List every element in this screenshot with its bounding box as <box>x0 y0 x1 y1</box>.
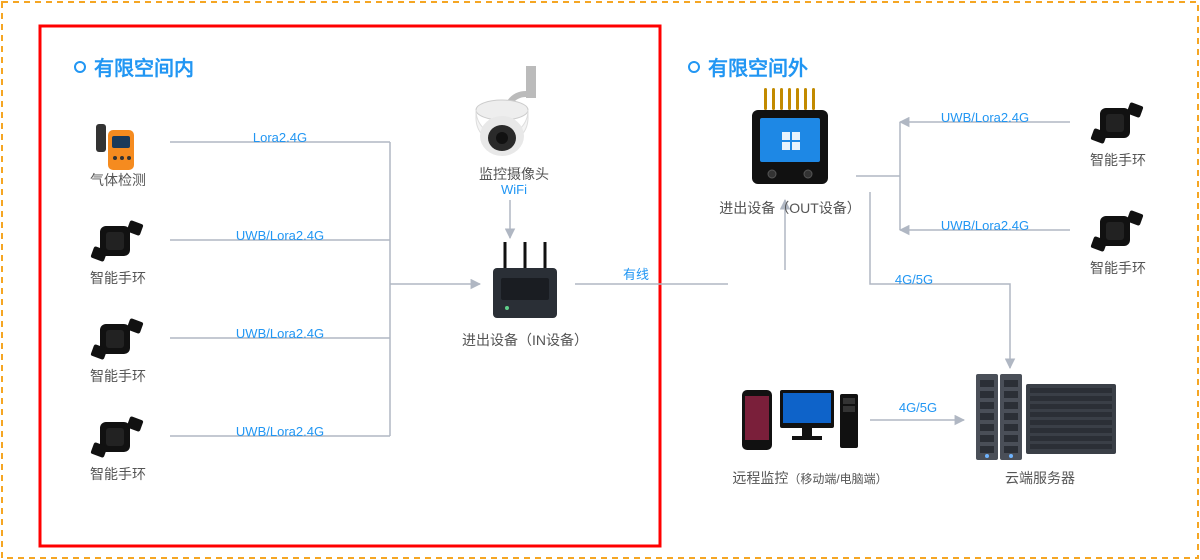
smartband-icon <box>90 414 146 462</box>
camera-icon <box>470 66 560 162</box>
device-label: 智能手环 <box>18 366 218 386</box>
device-label: 进出设备（IN设备） <box>425 330 625 350</box>
out-device-icon <box>740 88 840 192</box>
section-title-text: 有限空间外 <box>708 52 808 81</box>
in-device-icon <box>485 242 565 326</box>
device-label: 进出设备（OUT设备） <box>690 198 890 218</box>
device-label: 远程监控（移动端/电脑端） <box>710 468 910 488</box>
connection-label: UWB/Lora2.4G <box>180 228 380 243</box>
connection-label: 4G/5G <box>814 272 1014 287</box>
device-label: 智能手环 <box>18 268 218 288</box>
device-label: 气体检测 <box>18 170 218 190</box>
smartband-icon <box>1090 208 1146 256</box>
connection-label: Lora2.4G <box>180 130 380 145</box>
connection-label: 4G/5G <box>818 400 1018 415</box>
device-label: 智能手环 <box>18 464 218 484</box>
smartband-icon <box>90 218 146 266</box>
smartband-icon <box>1090 100 1146 148</box>
device-label: 云端服务器 <box>940 468 1140 488</box>
connection-label: 有线 <box>536 264 736 283</box>
section-title: 有限空间外 <box>688 52 808 81</box>
device-label: 智能手环 <box>1018 258 1200 278</box>
section-title-text: 有限空间内 <box>94 52 194 81</box>
section-title: 有限空间内 <box>74 52 194 81</box>
smartband-icon <box>90 316 146 364</box>
bullet-icon <box>688 61 700 73</box>
remote-monitor-icon <box>740 384 860 464</box>
gas-detector-icon <box>90 120 146 176</box>
connection-label: UWB/Lora2.4G <box>885 110 1085 125</box>
server-icon <box>970 370 1120 466</box>
connection-label: UWB/Lora2.4G <box>180 326 380 341</box>
connection-label: UWB/Lora2.4G <box>885 218 1085 233</box>
device-label: 监控摄像头 <box>414 164 614 184</box>
connection-label: WiFi <box>414 182 614 197</box>
bullet-icon <box>74 61 86 73</box>
connection-label: UWB/Lora2.4G <box>180 424 380 439</box>
device-label: 智能手环 <box>1018 150 1200 170</box>
